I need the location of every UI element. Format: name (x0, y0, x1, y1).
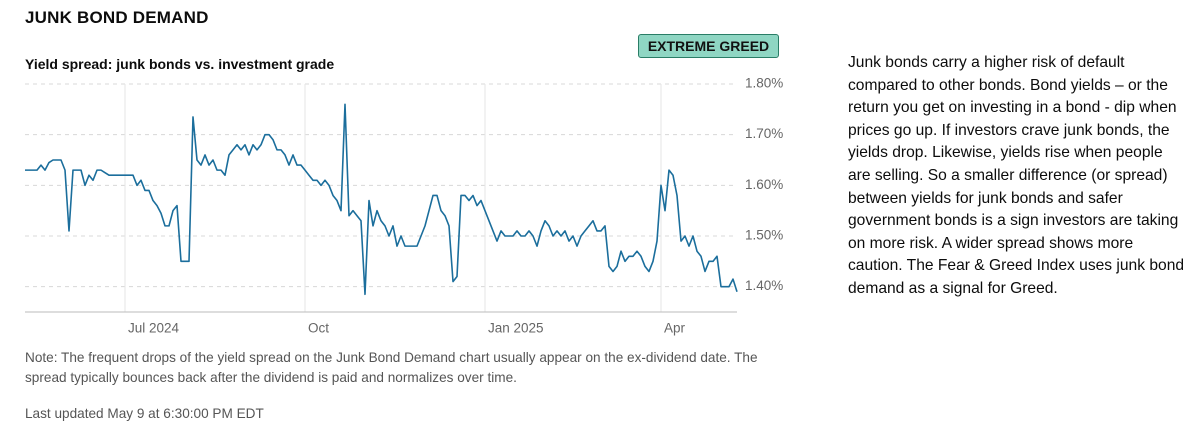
description: Junk bonds carry a higher risk of defaul… (848, 54, 1185, 297)
x-tick-label: Apr (664, 321, 686, 336)
x-tick-label: Jan 2025 (488, 321, 544, 336)
y-tick-label: 1.40% (745, 278, 783, 293)
chart-title: JUNK BOND DEMAND (25, 8, 209, 27)
x-tick-label: Oct (308, 321, 329, 336)
x-tick-label: Jul 2024 (128, 321, 180, 336)
y-tick-label: 1.50% (745, 228, 783, 243)
chart: 1.40% 1.50% 1.60% 1.70% 1.80% Jul 2024 Oct Jan … (25, 76, 783, 336)
y-tick-label: 1.80% (745, 76, 783, 91)
y-tick-label: 1.60% (745, 177, 783, 192)
note: Note: The frequent drops of the yield sp… (25, 350, 758, 385)
chart-subtitle: Yield spread: junk bonds vs. investment … (25, 56, 335, 72)
y-tick-label: 1.70% (745, 126, 783, 141)
last-updated: Last updated May 9 at 6:30:00 PM EDT (25, 406, 264, 421)
data-line (25, 103, 738, 296)
rating-badge: EXTREME GREED (638, 34, 779, 58)
